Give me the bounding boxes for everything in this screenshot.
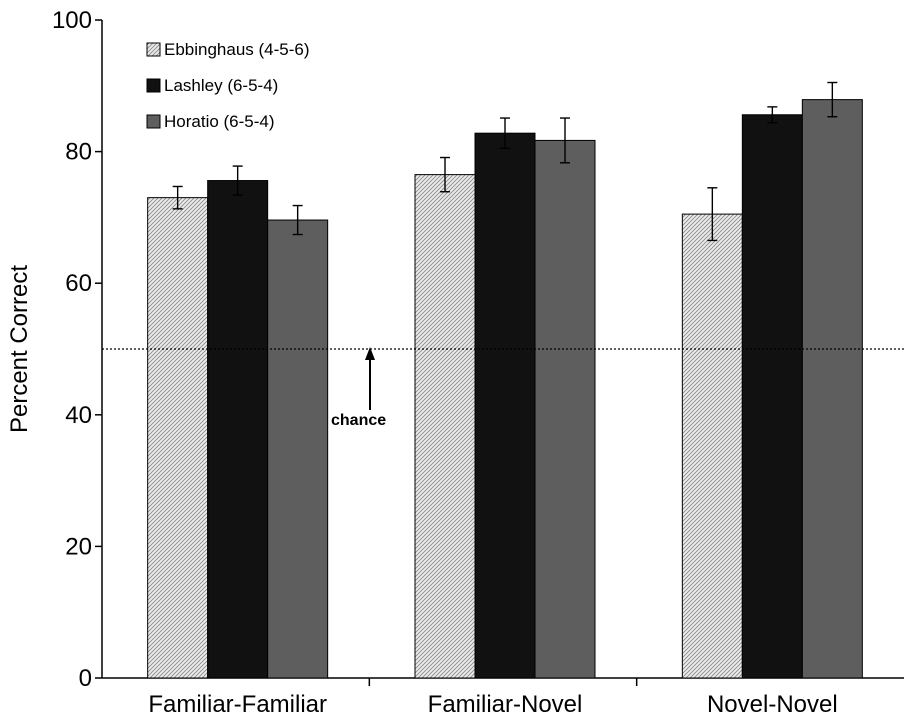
error-bars <box>172 81 838 242</box>
y-tick-label-20: 20 <box>65 533 92 560</box>
bar-lashley-6-5-4-familiar-novel <box>474 132 536 679</box>
x-tick-label-familiar-novel: Familiar-Novel <box>428 691 583 718</box>
bar-ebbinghaus-4-5-6-novel-novel <box>681 213 743 679</box>
legend: Ebbinghaus (4-5-6) Lashley (6-5-4) Horatio… <box>146 40 310 131</box>
y-tick-label-40: 40 <box>65 402 92 429</box>
error-bar-horatio-6-5-4-familiar-novel <box>560 117 570 164</box>
y-tick-label-0: 0 <box>79 665 92 692</box>
legend-label-ebbinghaus-4-5-6: Ebbinghaus (4-5-6) <box>164 40 310 59</box>
error-bar-lashley-6-5-4-familiar-familiar <box>232 165 243 196</box>
error-bar-lashley-6-5-4-familiar-novel <box>500 117 510 150</box>
chance-arrowhead <box>365 347 375 360</box>
bar-lashley-6-5-4-familiar-familiar <box>207 180 269 679</box>
bar-horatio-6-5-4-novel-novel <box>801 99 863 679</box>
error-bar-ebbinghaus-4-5-6-familiar-familiar <box>172 185 183 210</box>
bar-ebbinghaus-4-5-6-familiar-familiar <box>147 197 209 679</box>
bar-lashley-6-5-4-novel-novel <box>741 114 803 679</box>
chance-annotation: chance <box>331 347 386 429</box>
legend-swatch-ebbinghaus-4-5-6 <box>146 42 161 57</box>
error-bar-ebbinghaus-4-5-6-familiar-novel <box>440 156 450 193</box>
legend-swatch-lashley-6-5-4 <box>146 78 161 93</box>
y-ticks: 0 20 40 60 80 100 <box>52 7 102 692</box>
x-ticks: Familiar-Familiar Familiar-Novel Novel-Nov… <box>148 678 838 718</box>
y-tick-label-60: 60 <box>65 270 92 297</box>
bar-horatio-6-5-4-familiar-familiar <box>267 219 329 679</box>
error-bar-horatio-6-5-4-familiar-familiar <box>292 204 303 236</box>
error-bar-horatio-6-5-4-novel-novel <box>827 81 838 118</box>
bar-ebbinghaus-4-5-6-familiar-novel <box>414 174 476 679</box>
chance-label: chance <box>331 412 386 429</box>
x-tick-label-familiar-familiar: Familiar-Familiar <box>148 691 327 718</box>
error-bar-ebbinghaus-4-5-6-novel-novel <box>707 187 718 242</box>
legend-label-lashley-6-5-4: Lashley (6-5-4) <box>164 76 278 95</box>
bar-horatio-6-5-4-familiar-novel <box>534 139 596 679</box>
error-bar-lashley-6-5-4-novel-novel <box>767 106 778 124</box>
bars <box>147 99 863 679</box>
y-tick-label-100: 100 <box>52 7 92 34</box>
legend-label-horatio-6-5-4: Horatio (6-5-4) <box>164 112 275 131</box>
y-axis-title: Percent Correct <box>6 265 33 433</box>
y-tick-label-80: 80 <box>65 139 92 166</box>
x-tick-label-novel-novel: Novel-Novel <box>707 691 838 718</box>
legend-swatch-horatio-6-5-4 <box>146 114 161 129</box>
